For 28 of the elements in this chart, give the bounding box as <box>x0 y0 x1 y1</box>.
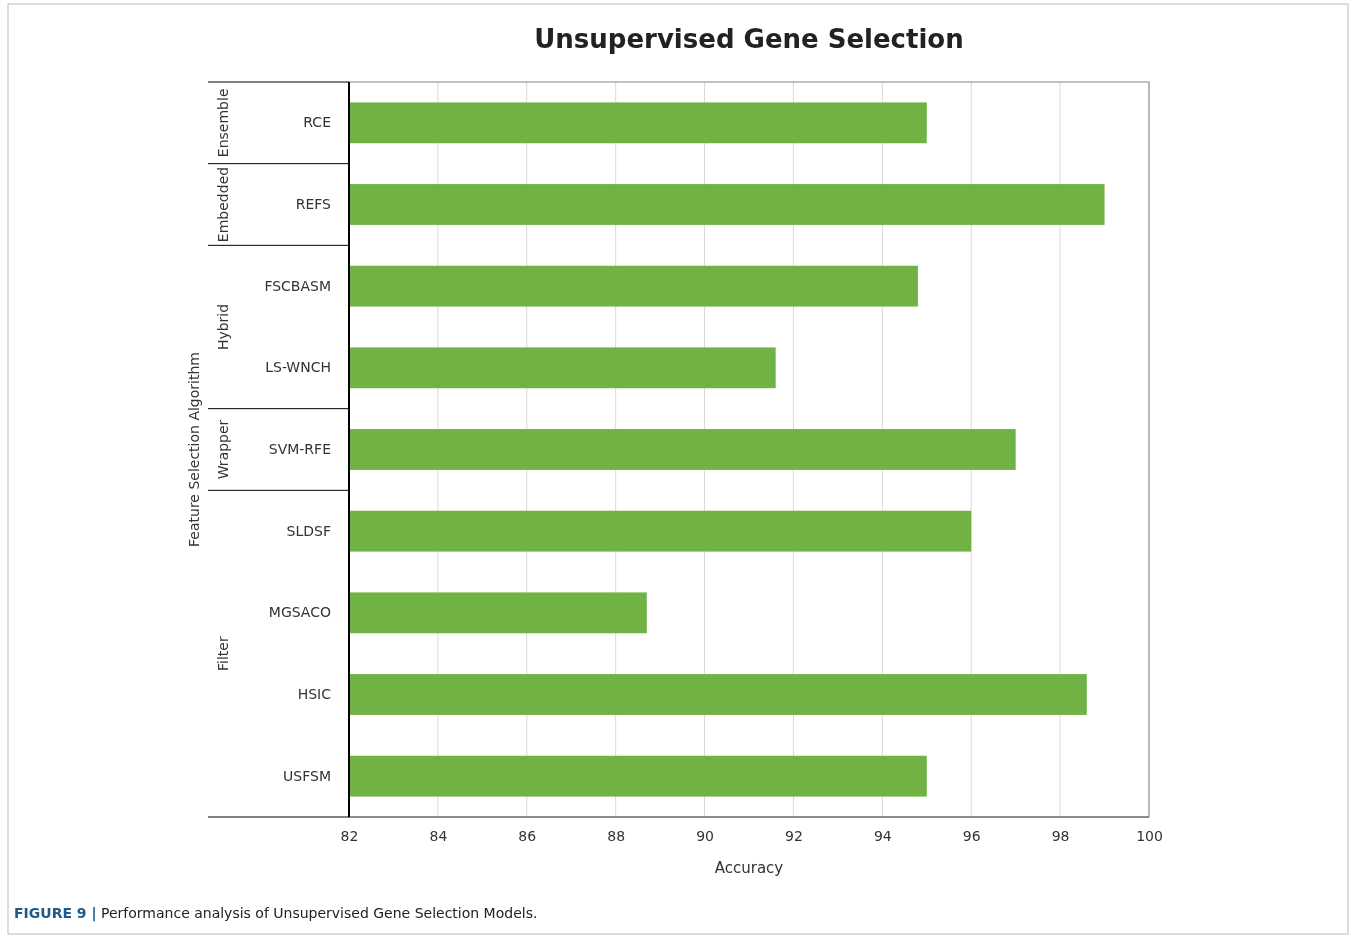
x-tick-label: 94 <box>873 827 892 844</box>
x-axis-title: Accuracy <box>714 859 784 877</box>
text: Filter <box>215 636 231 671</box>
text: Ensemble <box>215 88 231 158</box>
x-tick-label: 96 <box>962 827 981 844</box>
x-tick-label: 92 <box>785 827 803 844</box>
text: Embedded <box>215 166 231 243</box>
caption: FIGURE 9 | Performance analysis of Unsupervised Gene Selection Models. <box>14 905 538 922</box>
y-tick-label: HSIC <box>297 685 332 702</box>
x-tick-label: 98 <box>1051 827 1070 844</box>
x-tick-label: 82 <box>340 827 359 844</box>
y-tick-label: USFSM <box>283 767 331 784</box>
y-tick-label: LS-WNCH <box>265 359 331 376</box>
y-tick-label: REFS <box>295 195 332 212</box>
x-tick-label: 88 <box>607 827 626 844</box>
y-tick-label: MGSACO <box>268 604 331 621</box>
x-tick-label: 90 <box>696 827 714 844</box>
x-tick-label: 86 <box>518 827 537 844</box>
x-tick-label: 84 <box>429 827 448 844</box>
text: Hybrid <box>215 303 231 351</box>
text: Wrapper <box>215 419 231 480</box>
y-axis-title: Feature Selection Algorithm <box>186 352 202 547</box>
y-tick-label: RCE <box>303 114 331 131</box>
y-tick-label: SLDSF <box>286 522 331 539</box>
x-tick-label: 100 <box>1136 827 1163 844</box>
y-tick-label: FSCBASM <box>264 277 331 294</box>
y-tick-label: SVM-RFE <box>268 440 331 457</box>
chart-title: Unsupervised Gene Selection <box>534 24 964 54</box>
